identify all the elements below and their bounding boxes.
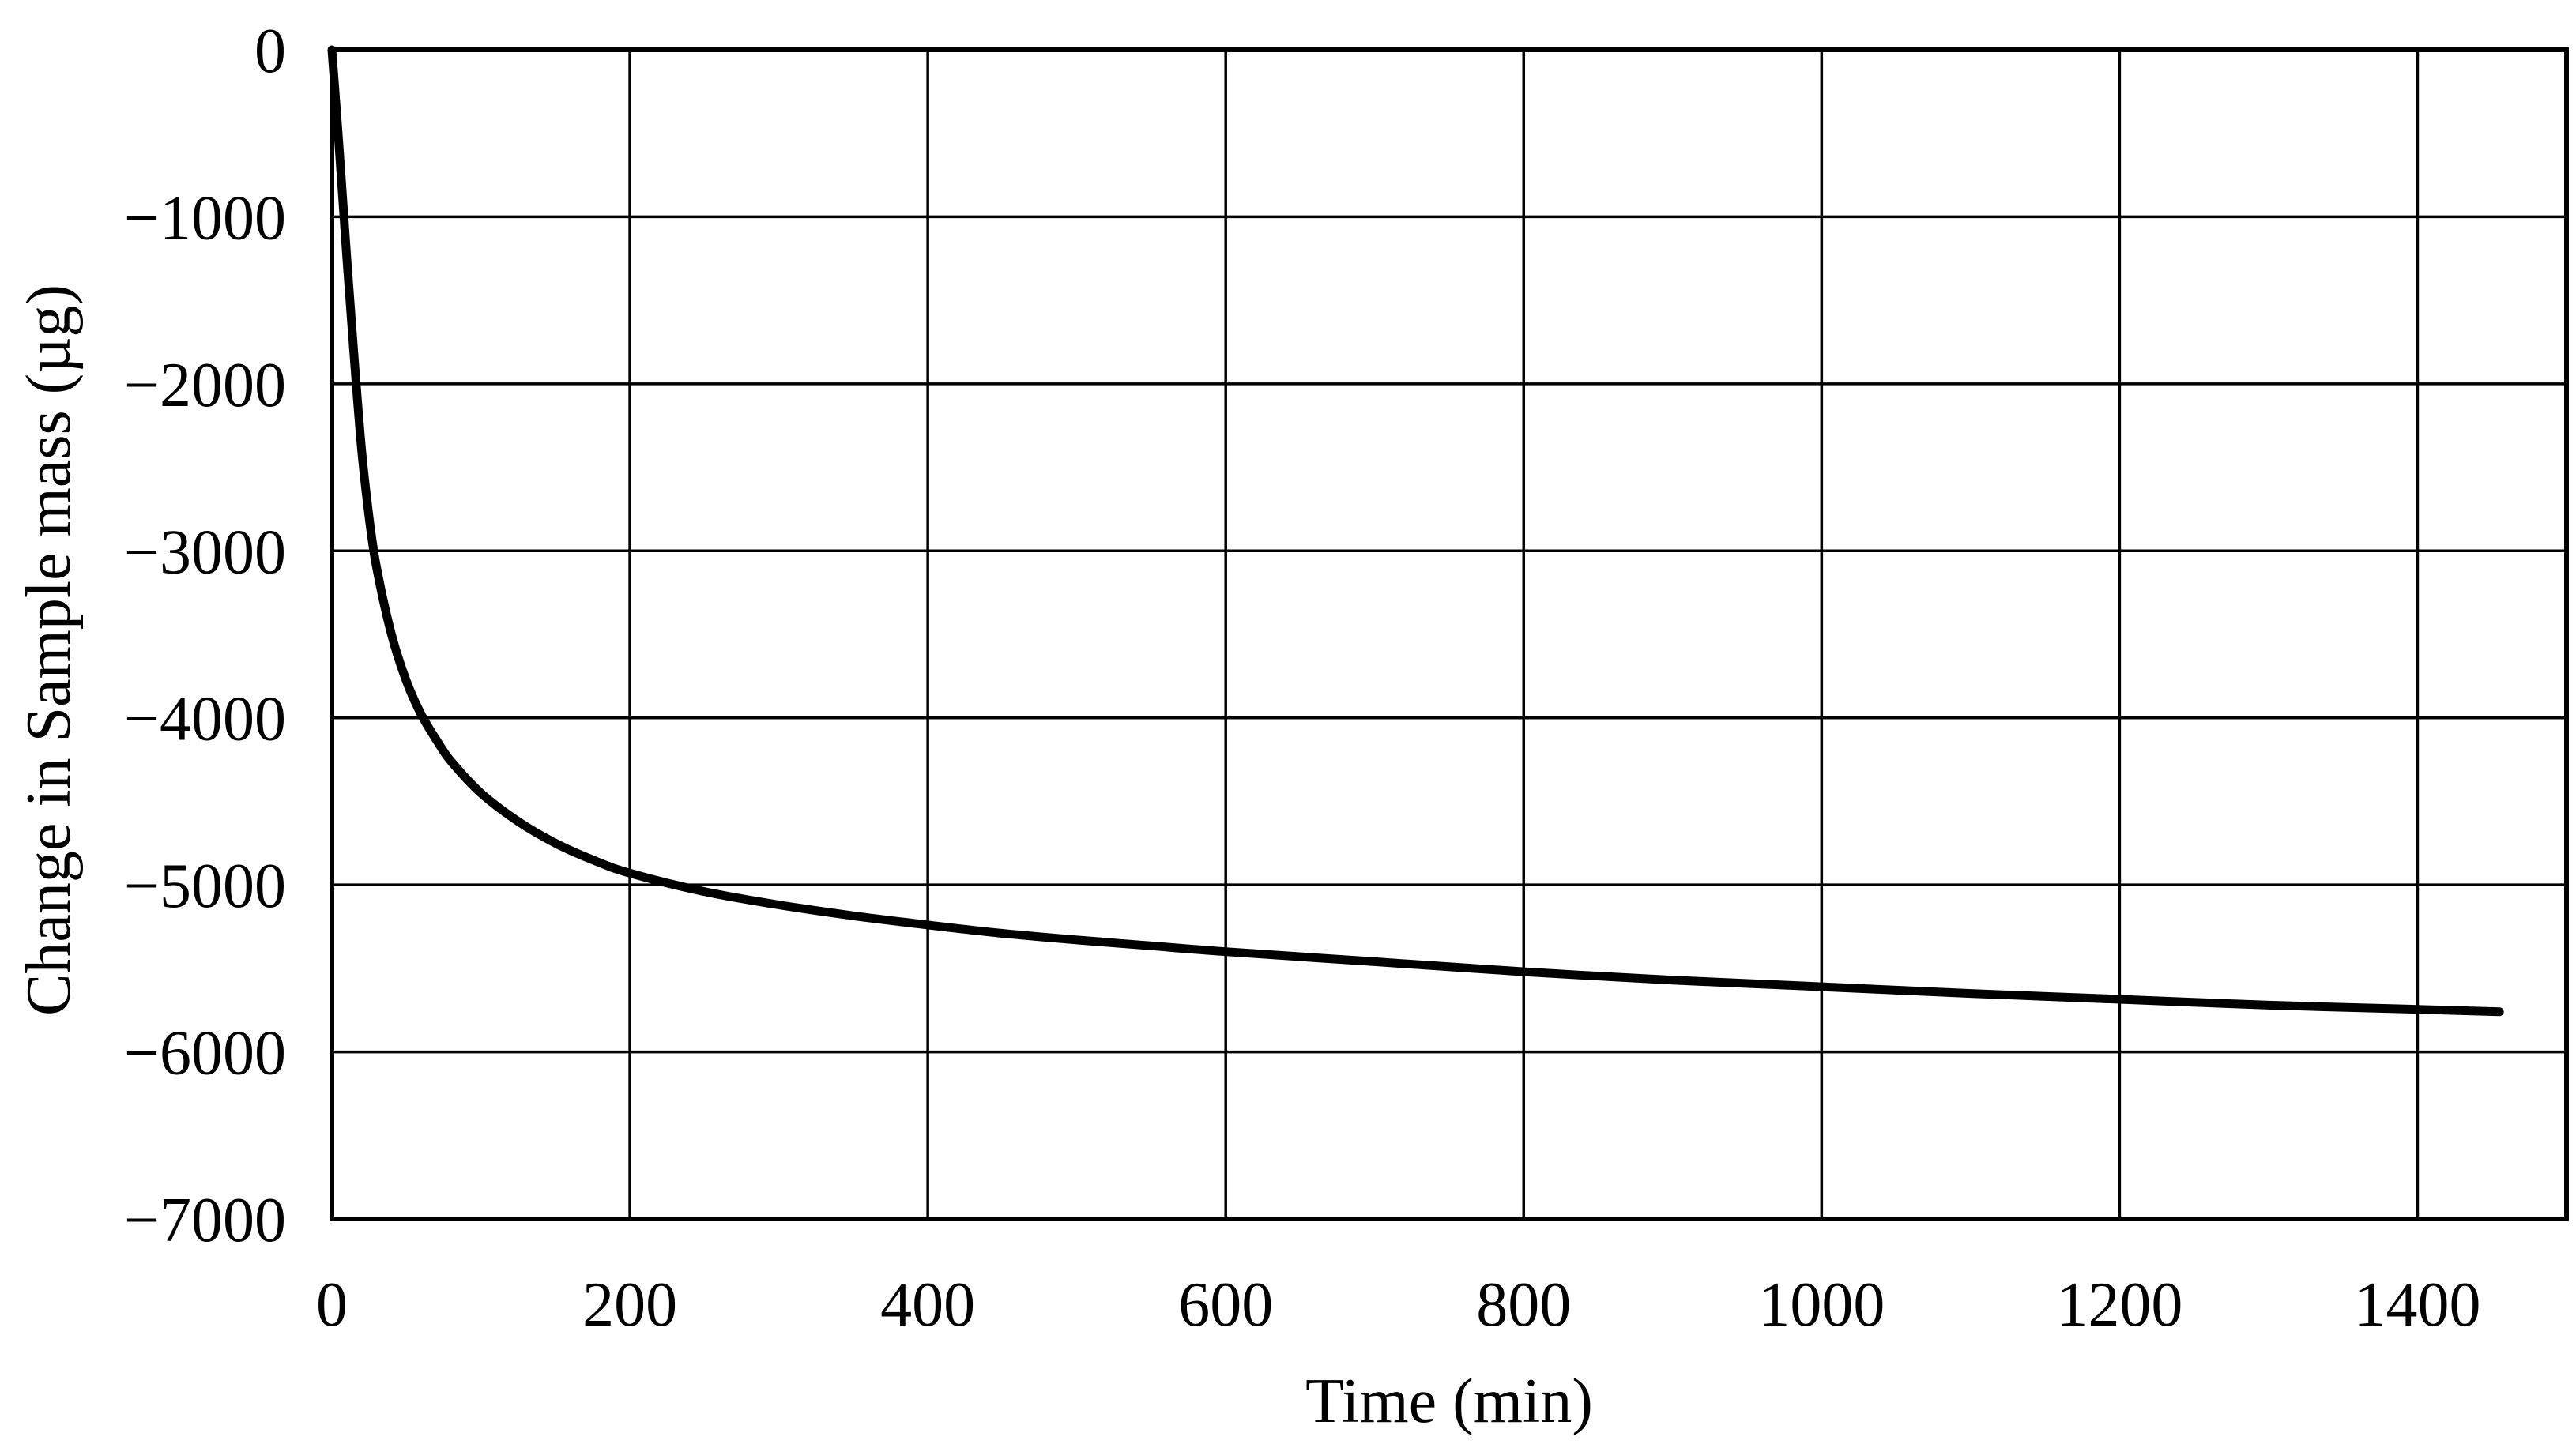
x-tick-label: 400 [880,1270,975,1340]
series-layer [327,45,2504,1017]
x-tick-label: 1200 [2056,1270,2182,1340]
grid-lines [330,48,2567,1220]
x-tick-label: 600 [1178,1270,1273,1340]
y-tick-label: −3000 [124,517,286,587]
y-tick-labels: 0 −1000 −2000 −3000 −4000 −5000 −6000 −7000 [124,17,286,1255]
y-tick-label: −1000 [124,183,286,253]
y-tick-label: −5000 [124,852,286,921]
y-tick-label: 0 [254,17,286,86]
x-tick-label: 800 [1476,1270,1571,1340]
x-tick-label: 0 [316,1270,348,1340]
y-tick-label: −2000 [124,351,286,420]
y-tick-label: −4000 [124,685,286,754]
y-tick-label: −7000 [124,1186,286,1255]
x-axis-title: Time (min) [1305,1367,1593,1436]
x-tick-labels: 0 200 400 600 800 1000 1200 1400 [316,1270,2480,1340]
x-tick-label: 1400 [2354,1270,2480,1340]
y-tick-label: −6000 [124,1019,286,1089]
plot-frame [330,47,2569,1221]
y-axis-title: Change in Sample mass (µg) [14,284,84,1016]
x-tick-label: 1000 [1758,1270,1885,1340]
x-tick-label: 200 [582,1270,677,1340]
series-line-0 [327,45,2504,1017]
